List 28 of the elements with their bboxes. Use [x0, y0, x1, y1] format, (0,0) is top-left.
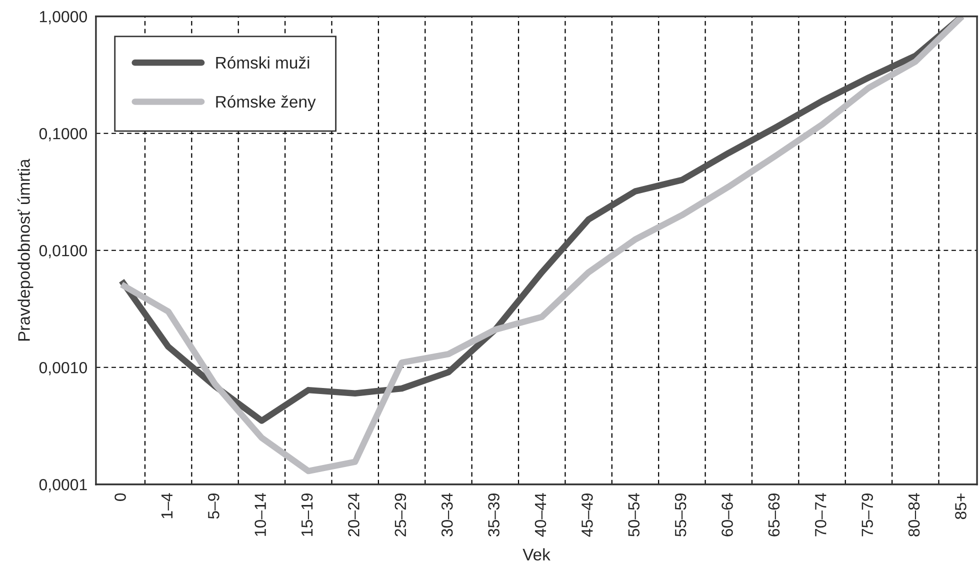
x-tick-label: 25–29 [394, 493, 406, 536]
y-axis-title: Pravdepodobnosť úmrtia [17, 158, 34, 341]
x-tick-label: 65–69 [768, 493, 780, 536]
x-tick-label: 80–84 [908, 493, 920, 536]
x-tick-label: 70–74 [815, 493, 826, 536]
x-tick-label: 20–24 [348, 493, 360, 536]
x-tick-label: 60–64 [722, 493, 733, 536]
x-tick-label: 35–39 [488, 493, 500, 537]
x-tick-label: 0 [114, 493, 126, 501]
legend-label: Rómski muži [216, 56, 310, 69]
x-tick-label: 10–14 [254, 493, 266, 536]
y-tick-label: 1,0000 [40, 11, 87, 24]
x-tick-label: 45–49 [582, 493, 593, 537]
x-tick-label: 85+ [955, 494, 966, 520]
x-tick-label: 55–59 [674, 493, 686, 536]
x-tick-label: 1–4 [161, 493, 172, 518]
x-tick-label: 40–44 [534, 493, 546, 537]
x-tick-label: 15–19 [301, 493, 313, 536]
x-tick-label: 5–9 [208, 493, 220, 519]
x-tick-label: 75–79 [862, 493, 873, 536]
y-tick-label: 0,0100 [39, 245, 87, 258]
y-tick-label: 0,0010 [39, 362, 87, 376]
x-axis-title: Vek [522, 548, 550, 560]
legend-label: Rómske ženy [216, 95, 316, 112]
x-tick-label: 30–34 [441, 493, 453, 537]
y-tick-label: 0,1000 [39, 128, 87, 142]
y-tick-label: 0,0001 [39, 479, 87, 492]
x-tick-label: 50–54 [628, 493, 640, 536]
